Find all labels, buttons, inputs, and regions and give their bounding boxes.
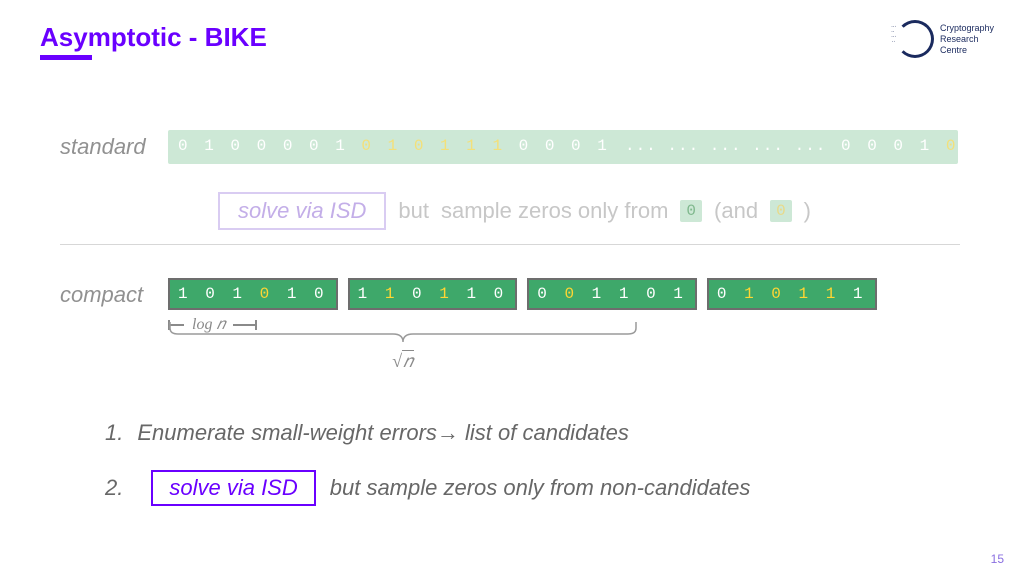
bits-seg-y: 0 0 <box>946 137 958 155</box>
logo-line-3: Centre <box>940 45 994 56</box>
enum-item-1: 1. Enumerate small-weight errors→ list of… <box>105 420 629 446</box>
standard-subrow: solve via ISD but sample zeros only from… <box>218 192 811 230</box>
sub-but: but <box>398 198 429 224</box>
sub-sample: sample zeros only from <box>441 198 668 224</box>
compact-block: 1 0 1 0 1 0 <box>168 278 338 310</box>
standard-bits-bar: 0 1 0 0 0 0 1 0 1 0 1 1 1 0 0 0 1 ... ..… <box>168 130 958 164</box>
logo-text: Cryptography Research Centre <box>940 23 994 56</box>
compact-block: 0 0 1 1 0 1 <box>527 278 697 310</box>
logo-circle: · · ·· ·· · · · · <box>896 20 934 58</box>
compact-blocks: 1 0 1 0 1 0 1 1 0 1 1 0 0 0 1 1 0 1 0 1 … <box>168 278 877 310</box>
logo-line-1: Cryptography <box>940 23 994 34</box>
brace-svg <box>168 320 638 348</box>
enum-num: 2. <box>105 475 123 501</box>
label-standard: standard <box>60 134 146 160</box>
logo: · · ·· ·· · · · · Cryptography Research … <box>896 20 994 58</box>
compact-block: 1 1 0 1 1 0 <box>348 278 518 310</box>
label-compact: compact <box>60 282 143 308</box>
enum-text: Enumerate small-weight errors→ list of c… <box>137 420 629 445</box>
page-number: 15 <box>991 552 1004 566</box>
bits-seg-y: 0 1 0 1 1 1 <box>361 137 505 155</box>
solve-isd-box-faded: solve via ISD <box>218 192 386 230</box>
enum-num: 1. <box>105 420 123 445</box>
zero-chip-yellow: 0 <box>770 200 792 222</box>
zero-chip-green: 0 <box>680 200 702 222</box>
bits-ellipsis: ... ... ... ... ... <box>614 137 837 155</box>
logo-dots: · · ·· ·· · · · · <box>891 25 895 45</box>
solve-isd-box: solve via ISD <box>151 470 315 506</box>
slide-title: Asymptotic - BIKE <box>40 22 267 53</box>
sqrtn-n: 𝑛 <box>402 350 414 371</box>
divider <box>60 244 960 245</box>
logo-line-2: Research <box>940 34 994 45</box>
sqrt-brace: √𝑛 <box>168 320 638 372</box>
sub-and: (and <box>714 198 758 224</box>
title-underline <box>40 55 92 60</box>
bits-seg: 0 1 0 0 0 0 1 <box>178 137 361 155</box>
enum-text: but sample zeros only from non-candidate… <box>330 475 751 501</box>
enum-item-2: 2. solve via ISD but sample zeros only f… <box>105 470 750 506</box>
sqrtn-text: √𝑛 <box>168 351 638 372</box>
sub-close: ) <box>804 198 811 224</box>
bits-seg: 0 0 0 1 <box>841 137 946 155</box>
bits-seg: 0 0 0 1 <box>506 137 611 155</box>
compact-block: 0 1 0 1 1 1 <box>707 278 877 310</box>
